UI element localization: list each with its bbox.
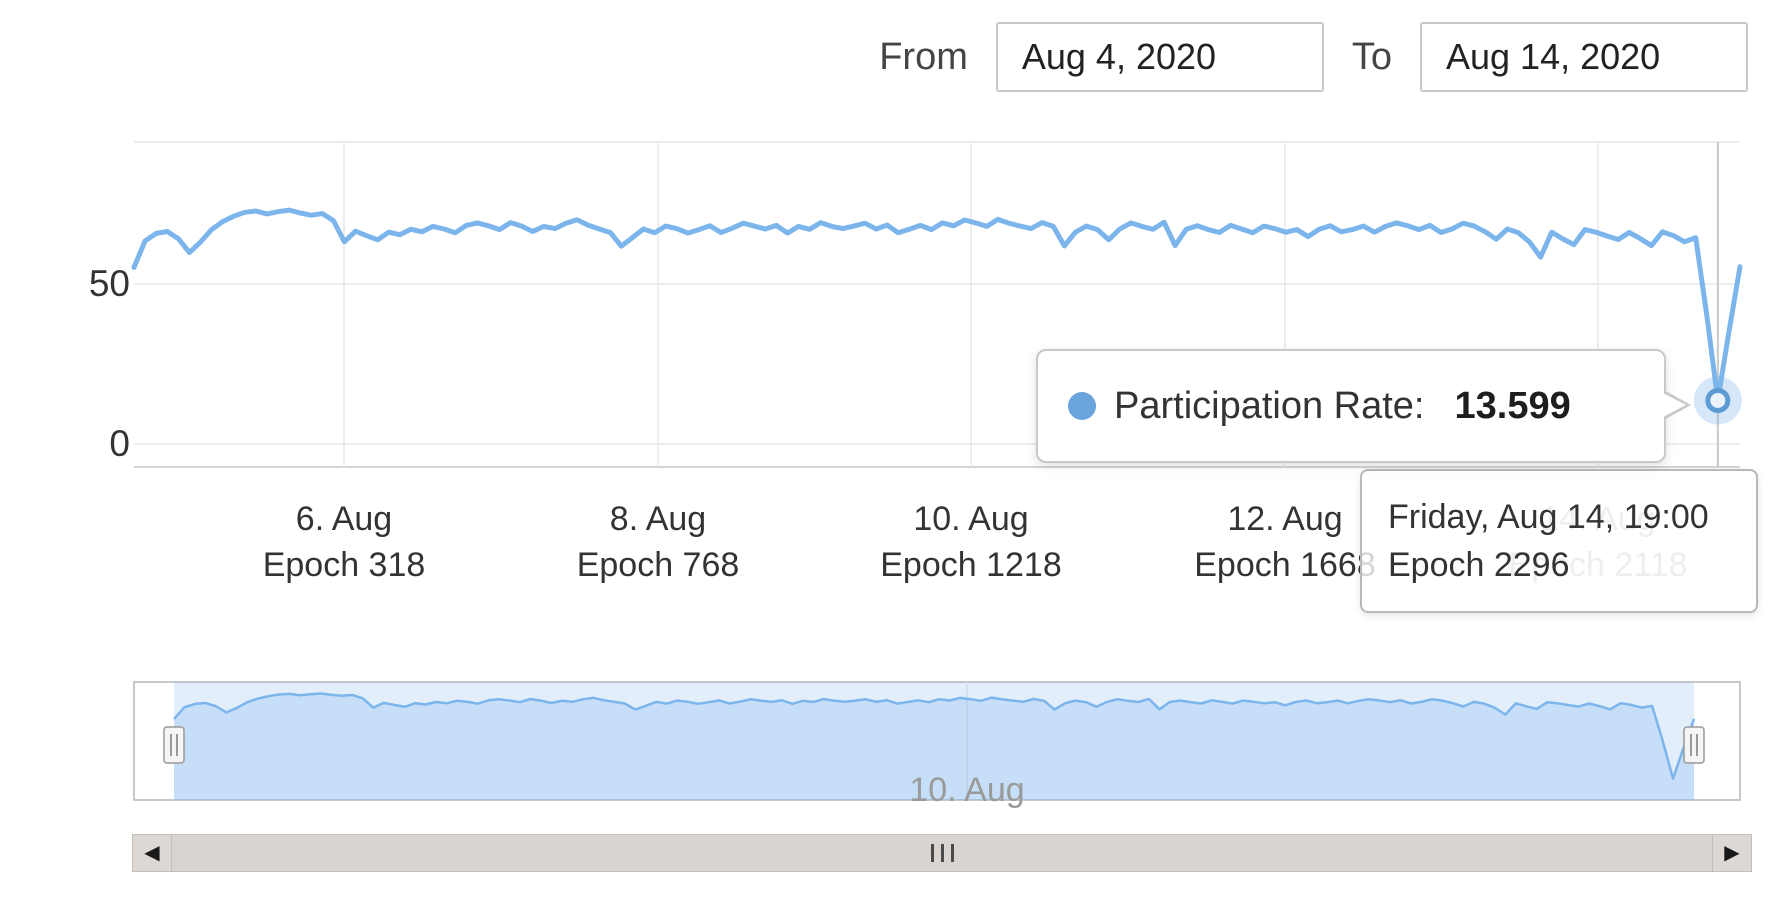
x-tick-date: 6. Aug — [295, 500, 393, 538]
x-tick-epoch: Epoch 318 — [262, 546, 426, 584]
scrollbar-track[interactable]: ◀ ▶ — [132, 834, 1752, 872]
chart-tooltip: Participation Rate: 13.599 — [1036, 349, 1691, 463]
navigator-tick-label: 10. Aug — [909, 771, 1025, 809]
x-tick-12-aug: 12. Aug Epoch 1668 — [1145, 496, 1425, 588]
scrollbar-right-button[interactable]: ▶ — [1712, 835, 1751, 871]
x-tick-10-aug: 10. Aug Epoch 1218 — [831, 496, 1111, 588]
navigator-handle-left[interactable] — [163, 726, 185, 764]
tooltip-series-label: Participation Rate: — [1114, 384, 1425, 427]
from-label: From — [879, 35, 968, 78]
main-series-line — [131, 207, 1743, 403]
navigator-series-area — [174, 693, 1694, 800]
y-axis-label-0: 0 — [109, 423, 130, 464]
navigator-outline — [133, 681, 1741, 801]
series-marker-dot-icon — [1068, 392, 1096, 420]
x-tick-date: 12. Aug — [1227, 500, 1343, 538]
scrollbar-left-arrow-icon: ◀ — [144, 842, 160, 864]
scrollbar-grip-icon — [930, 844, 954, 862]
x-tick-6-aug: 6. Aug Epoch 318 — [204, 496, 484, 588]
x-tick-epoch: Epoch 1668 — [1194, 546, 1376, 584]
navigator — [133, 681, 1741, 801]
x-tick-epoch: Epoch 1218 — [880, 546, 1062, 584]
crosshair-epoch-line: Epoch 2296 — [1388, 546, 1570, 584]
scrollbar-right-arrow-icon: ▶ — [1724, 842, 1740, 864]
gridlines — [134, 141, 1740, 468]
hover-marker — [1705, 387, 1731, 413]
x-tick-date: 10. Aug — [913, 500, 1029, 538]
tooltip-value: 13.599 — [1454, 384, 1571, 427]
to-label: To — [1351, 35, 1392, 78]
scrollbar-left-button[interactable]: ◀ — [133, 835, 172, 871]
scrollbar-thumb[interactable] — [172, 835, 1712, 871]
date-range-controls: From To — [879, 22, 1748, 92]
to-date-input[interactable] — [1420, 22, 1748, 92]
crosshair-date-tooltip: Friday, Aug 14, 19:00 Epoch 2296 — [1360, 469, 1758, 613]
y-axis-label-50: 50 — [88, 263, 130, 304]
x-tick-8-aug: 8. Aug Epoch 768 — [518, 496, 798, 588]
crosshair-date-line: Friday, Aug 14, 19:00 — [1388, 498, 1709, 536]
navigator-handle-right[interactable] — [1683, 726, 1705, 764]
navigator-series-line — [173, 692, 1696, 780]
x-tick-date: 8. Aug — [609, 500, 707, 538]
x-tick-epoch: Epoch 768 — [576, 546, 740, 584]
from-date-input[interactable] — [995, 22, 1324, 92]
